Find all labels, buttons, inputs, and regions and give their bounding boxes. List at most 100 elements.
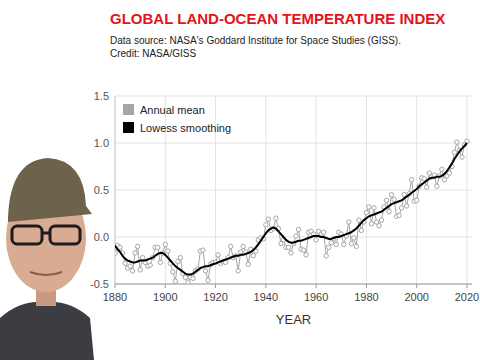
annual-point [115,251,117,255]
annual-point [163,242,167,246]
annual-point [301,248,305,252]
x-tick [165,284,166,288]
smooth-line [115,143,467,275]
annual-point [387,209,391,213]
annual-point [359,228,363,232]
annual-point [342,242,346,246]
annual-point [399,206,403,210]
chart-title: GLOBAL LAND-OCEAN TEMPERATURE INDEX [110,10,445,27]
annual-point [357,218,361,222]
shirt [0,302,94,360]
annual-point [289,251,293,255]
x-tick-label: 1960 [304,291,328,303]
annual-point [203,269,207,273]
presenter [0,158,94,360]
glasses-left [12,226,42,244]
annual-point [367,205,371,209]
annual-point [286,245,290,249]
y-grid-line [115,284,472,285]
legend-label: Annual mean [140,104,205,116]
annual-point [304,253,308,257]
annual-point [465,139,469,143]
annual-point [251,254,255,258]
annual-point [334,242,338,246]
y-tick-label: 0.0 [94,231,109,243]
annual-point [138,268,142,272]
x-axis-line [115,284,472,285]
annual-line [115,141,467,282]
data-layer [115,139,469,284]
annual-point [440,167,444,171]
chart-root: GLOBAL LAND-OCEAN TEMPERATURE INDEX Data … [0,0,480,360]
annual-point [321,230,325,234]
annual-point [239,250,243,254]
annual-point [171,270,175,274]
annual-point [130,269,134,273]
annual-point [404,204,408,208]
x-tick-label: 1880 [103,291,127,303]
chart-subtitle: Data source: NASA's Goddard Institute fo… [110,35,401,46]
x-tick [265,284,266,288]
annual-point [201,248,205,252]
legend: Annual meanLowess smoothing [123,104,231,134]
x-tick-label: 2020 [455,291,479,303]
annual-point [409,177,413,181]
annual-point [414,198,418,202]
grid [115,96,472,284]
x-tick [115,284,116,288]
annual-point [372,206,376,210]
annual-point [452,150,456,154]
annual-point [206,278,210,282]
cap [8,158,92,222]
x-tick-label: 2000 [404,291,428,303]
annual-point [241,244,245,248]
annual-point [246,262,250,266]
annual-point [236,269,240,273]
mouth [30,272,62,275]
y-axis-line [115,96,116,284]
annual-point [123,261,127,265]
annual-point [128,264,132,268]
x-tick [316,284,317,288]
x-tick-label: 1900 [153,291,177,303]
annual-point [133,251,137,255]
annual-point [186,280,190,284]
background [0,0,480,360]
annual-point [166,249,170,253]
annual-point [314,238,318,242]
x-grid-line [265,96,266,284]
x-tick [466,284,467,288]
annual-point [264,223,268,227]
annual-point [455,140,459,144]
x-grid-line [115,96,116,284]
x-tick [416,284,417,288]
y-tick-label: 1.5 [94,90,109,102]
annual-point [140,255,144,259]
annual-point [156,245,160,249]
annual-point [183,275,187,279]
annual-point [296,227,300,231]
y-tick-label: 1.0 [94,137,109,149]
annual-point [435,184,439,188]
annual-point [148,263,152,267]
y-tick-label: 0.5 [94,184,109,196]
annual-point [397,213,401,217]
x-tick-label: 1980 [354,291,378,303]
x-grid-line [316,96,317,284]
annual-point [326,245,330,249]
annual-point [369,222,373,226]
credit-note: Credit: NASA/GISS [110,48,196,59]
annual-point [266,217,270,221]
annual-point [384,198,388,202]
y-grid-line [115,143,472,144]
legend-swatch [123,122,134,133]
annual-point [349,241,353,245]
annual-point [460,155,464,159]
annual-point [354,244,358,248]
annual-point [392,197,396,201]
annual-point [364,210,368,214]
annual-point [324,254,328,258]
annual-point [294,234,298,238]
x-tick [366,284,367,288]
annual-point [173,279,177,283]
